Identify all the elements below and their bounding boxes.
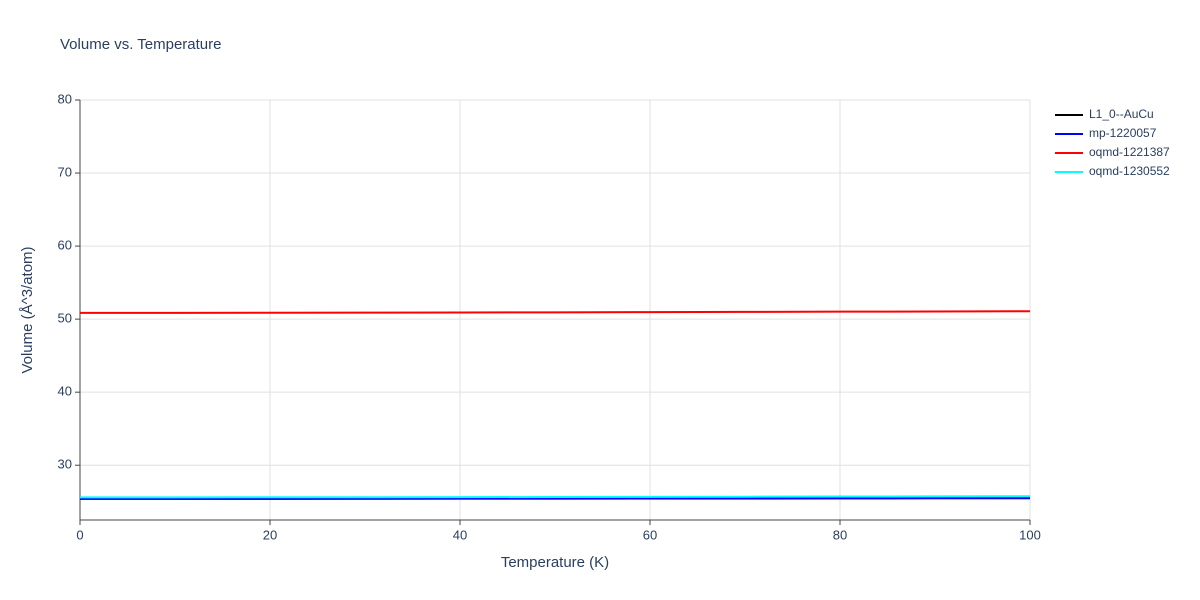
y-tick-label: 60 (58, 238, 72, 253)
series-line (79, 310, 1031, 314)
y-axis-label: Volume (Å^3/atom) (19, 246, 36, 373)
legend-label: oqmd-1230552 (1089, 164, 1170, 178)
legend-label: L1_0--AuCu (1089, 107, 1154, 121)
x-tick-label: 60 (643, 527, 657, 542)
series-line (80, 495, 1031, 499)
x-tick-label: 0 (76, 527, 83, 542)
x-tick-label: 40 (453, 527, 467, 542)
x-tick-label: 100 (1019, 527, 1041, 542)
y-tick-label: 80 (58, 91, 72, 106)
x-tick-label: 80 (833, 527, 847, 542)
y-tick-label: 30 (58, 457, 72, 472)
x-tick-label: 20 (263, 527, 277, 542)
legend-label: mp-1220057 (1089, 126, 1157, 140)
y-tick-label: 50 (58, 311, 72, 326)
chart-title: Volume vs. Temperature (60, 36, 221, 53)
x-axis-label: Temperature (K) (501, 554, 609, 571)
series-line (80, 496, 1031, 500)
legend-label: oqmd-1221387 (1089, 145, 1170, 159)
y-tick-label: 40 (58, 384, 72, 399)
y-tick-label: 70 (58, 164, 72, 179)
